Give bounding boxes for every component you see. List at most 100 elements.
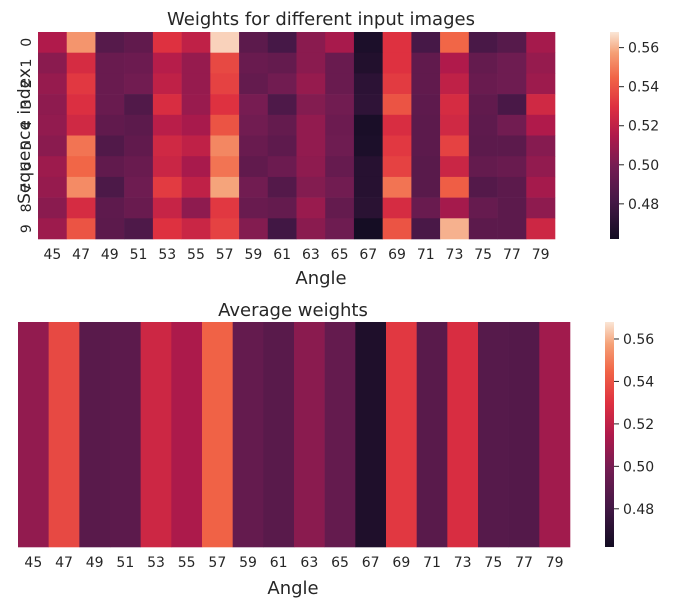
heatmap-cell [38, 73, 68, 95]
y-tick-label: 2 [19, 79, 35, 88]
heatmap-cell [66, 218, 96, 240]
bottom-heatmap-x-ticks: 45 47 49 51 53 55 57 59 61 63 65 67 69 71 73 75 77 79 [24, 555, 563, 571]
heatmap-cell [66, 94, 96, 116]
heatmap-cell [411, 176, 441, 198]
heatmap-cell [124, 114, 154, 136]
top-heatmap-cells [38, 32, 556, 240]
y-tick-label: 4 [19, 121, 35, 130]
heatmap-cell [181, 73, 211, 95]
x-tick-label: 75 [474, 247, 492, 263]
heatmap-cell [411, 94, 441, 116]
bottom-heatmap-title: Average weights [218, 300, 368, 321]
heatmap-cell [152, 52, 182, 74]
heatmap-cell [152, 197, 182, 219]
heatmap-cell [267, 73, 297, 95]
heatmap-cell [18, 322, 49, 548]
heatmap-cell [411, 135, 441, 157]
heatmap-cell [353, 73, 383, 95]
bottom-colorbar: 0.48 0.50 0.52 0.54 0.56 [605, 322, 654, 547]
heatmap-cell [152, 156, 182, 178]
heatmap-cell [296, 94, 326, 116]
heatmap-cell [95, 156, 125, 178]
heatmap-cell [181, 218, 211, 240]
top-heatmap-ylabel: Sequence index [15, 68, 35, 204]
colorbar-tick-label: 0.54 [628, 80, 659, 96]
heatmap-cell [468, 52, 498, 74]
heatmap-cell [497, 135, 527, 157]
y-tick-label: 5 [19, 141, 35, 150]
x-tick-label: 55 [178, 555, 196, 571]
heatmap-cell [526, 94, 556, 116]
heatmap-cell [267, 114, 297, 136]
heatmap-cell [440, 176, 470, 198]
heatmap-cell [239, 114, 269, 136]
x-tick-label: 57 [208, 555, 226, 571]
heatmap-cell [497, 114, 527, 136]
x-tick-label: 45 [24, 555, 42, 571]
heatmap-cell [95, 197, 125, 219]
heatmap-cell [440, 114, 470, 136]
heatmap-cell [239, 73, 269, 95]
heatmap-cell [181, 156, 211, 178]
heatmap-cell [353, 52, 383, 74]
heatmap-cell [38, 218, 68, 240]
heatmap-cell [239, 197, 269, 219]
heatmap-cell [263, 322, 295, 548]
heatmap-cell [48, 322, 80, 548]
y-tick-label: 1 [19, 59, 35, 68]
x-tick-label: 63 [300, 555, 318, 571]
heatmap-cell [171, 322, 203, 548]
heatmap-cell [124, 176, 154, 198]
x-tick-label: 69 [392, 555, 410, 571]
heatmap-cell [325, 156, 355, 178]
heatmap-cell [411, 156, 441, 178]
top-heatmap-x-ticks: 45 47 49 51 53 55 57 59 61 63 65 67 69 71 73 75 77 79 [43, 247, 549, 263]
heatmap-cell [382, 218, 412, 240]
heatmap-cell [411, 32, 441, 53]
colorbar-tick-label: 0.48 [628, 197, 659, 213]
heatmap-cell [124, 135, 154, 157]
heatmap-cell [497, 32, 527, 53]
heatmap-cell [95, 52, 125, 74]
y-tick-label: 3 [19, 100, 35, 109]
heatmap-cell [124, 197, 154, 219]
heatmap-cell [239, 94, 269, 116]
heatmap-cell [210, 114, 240, 136]
heatmap-cell [38, 94, 68, 116]
heatmap-cell [95, 114, 125, 136]
heatmap-cell [124, 73, 154, 95]
x-tick-label: 67 [359, 247, 377, 263]
heatmap-cell [152, 73, 182, 95]
heatmap-cell [353, 32, 383, 53]
x-tick-label: 73 [454, 555, 472, 571]
heatmap-cell [38, 176, 68, 198]
heatmap-cell [210, 32, 240, 53]
heatmap-cell [526, 135, 556, 157]
heatmap-cell [353, 135, 383, 157]
bottom-heatmap-panel: Average weights 45 47 49 51 53 55 57 59 61 63 65 67… [18, 300, 654, 599]
heatmap-cell [382, 176, 412, 198]
heatmap-cell [95, 135, 125, 157]
heatmap-cell [440, 52, 470, 74]
heatmap-cell [325, 176, 355, 198]
heatmap-cell [124, 94, 154, 116]
heatmap-cell [497, 52, 527, 74]
heatmap-cell [325, 114, 355, 136]
heatmap-cell [296, 52, 326, 74]
heatmap-cell [411, 197, 441, 219]
x-tick-label: 55 [187, 247, 205, 263]
heatmap-cell [239, 52, 269, 74]
x-tick-label: 45 [43, 247, 61, 263]
heatmap-cell [181, 135, 211, 157]
heatmap-cell [526, 176, 556, 198]
heatmap-cell [440, 32, 470, 53]
heatmap-cell [468, 32, 498, 53]
x-tick-label: 63 [302, 247, 320, 263]
heatmap-cell [239, 32, 269, 53]
x-tick-label: 71 [423, 555, 441, 571]
heatmap-cell [152, 114, 182, 136]
heatmap-cell [296, 156, 326, 178]
x-tick-label: 67 [362, 555, 380, 571]
x-tick-label: 49 [86, 555, 104, 571]
colorbar-gradient [610, 32, 619, 239]
